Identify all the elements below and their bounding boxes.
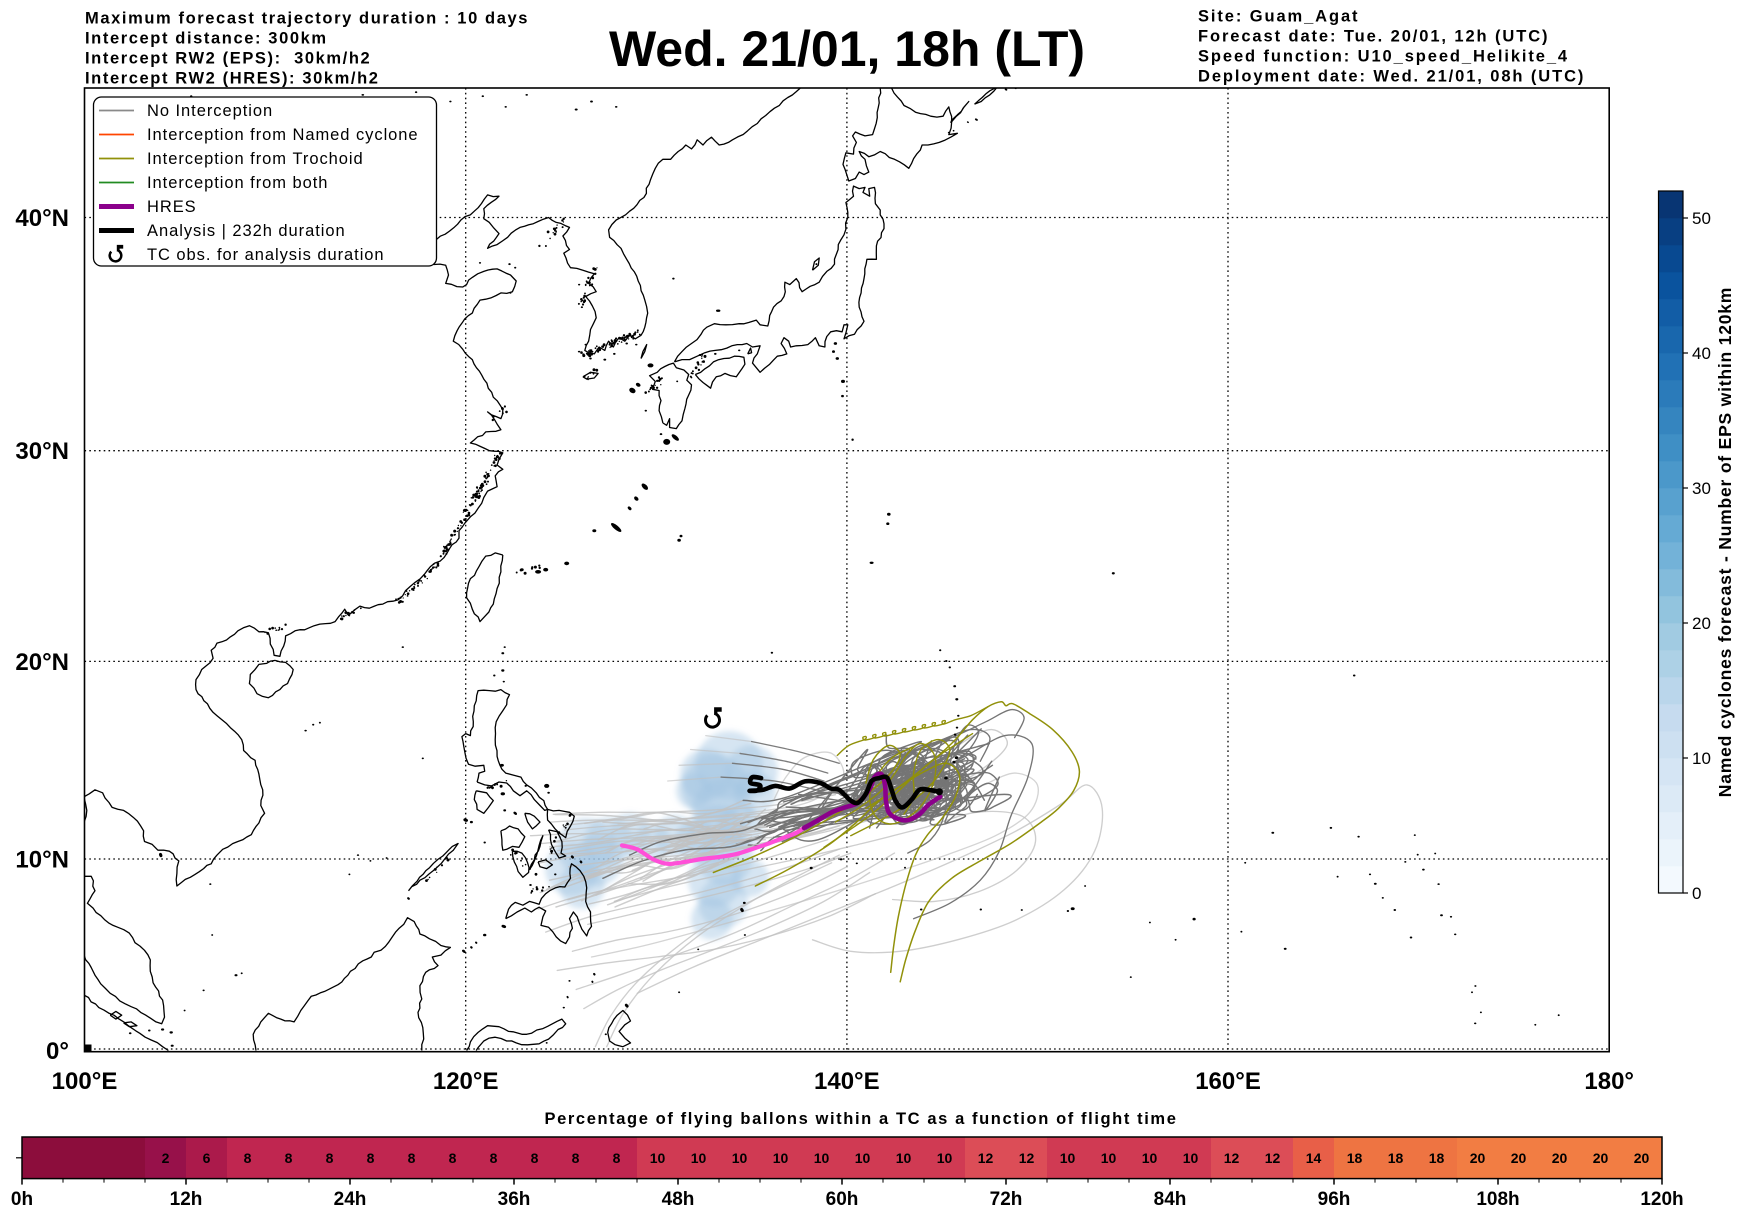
svg-text:12: 12 bbox=[1019, 1150, 1035, 1166]
svg-text:Interception from Named cyclon: Interception from Named cyclone bbox=[147, 126, 419, 144]
svg-text:60h: 60h bbox=[826, 1189, 859, 1210]
svg-text:0h: 0h bbox=[11, 1189, 33, 1210]
svg-text:18: 18 bbox=[1388, 1150, 1404, 1166]
svg-text:10: 10 bbox=[814, 1150, 830, 1166]
svg-text:20°N: 20°N bbox=[15, 649, 69, 676]
svg-text:10: 10 bbox=[1142, 1150, 1158, 1166]
svg-text:0°: 0° bbox=[46, 1038, 69, 1065]
svg-text:Intercept distance: 300km: Intercept distance: 300km bbox=[85, 30, 328, 48]
svg-text:8: 8 bbox=[490, 1150, 498, 1166]
svg-text:8: 8 bbox=[326, 1150, 334, 1166]
svg-text:10: 10 bbox=[855, 1150, 871, 1166]
svg-text:20: 20 bbox=[1470, 1150, 1486, 1166]
svg-text:20: 20 bbox=[1692, 614, 1711, 633]
svg-text:12: 12 bbox=[1224, 1150, 1240, 1166]
svg-text:Deployment date: Wed. 21/01, 0: Deployment date: Wed. 21/01, 08h (UTC) bbox=[1198, 68, 1585, 86]
svg-text:0: 0 bbox=[1692, 884, 1701, 903]
svg-text:18: 18 bbox=[1429, 1150, 1445, 1166]
svg-text:10: 10 bbox=[691, 1150, 707, 1166]
svg-text:140°E: 140°E bbox=[814, 1068, 880, 1095]
svg-text:10: 10 bbox=[1101, 1150, 1117, 1166]
svg-text:30: 30 bbox=[1692, 479, 1711, 498]
svg-text:HRES: HRES bbox=[147, 198, 197, 216]
svg-text:Interception from Trochoid: Interception from Trochoid bbox=[147, 150, 364, 168]
svg-text:20: 20 bbox=[1593, 1150, 1609, 1166]
svg-text:20: 20 bbox=[1511, 1150, 1527, 1166]
svg-text:8: 8 bbox=[449, 1150, 457, 1166]
svg-text:8: 8 bbox=[408, 1150, 416, 1166]
svg-text:8: 8 bbox=[572, 1150, 580, 1166]
svg-text:48h: 48h bbox=[662, 1189, 695, 1210]
svg-text:10: 10 bbox=[1060, 1150, 1076, 1166]
svg-text:8: 8 bbox=[613, 1150, 621, 1166]
svg-text:160°E: 160°E bbox=[1195, 1068, 1261, 1095]
svg-text:Percentage of flying ballons w: Percentage of flying ballons within a TC… bbox=[545, 1110, 1178, 1128]
svg-text:6: 6 bbox=[203, 1150, 211, 1166]
svg-text:30°N: 30°N bbox=[15, 438, 69, 465]
svg-text:72h: 72h bbox=[990, 1189, 1023, 1210]
svg-text:12: 12 bbox=[1265, 1150, 1281, 1166]
svg-text:12h: 12h bbox=[170, 1189, 203, 1210]
svg-text:84h: 84h bbox=[1154, 1189, 1187, 1210]
svg-text:TC obs. for analysis duration: TC obs. for analysis duration bbox=[147, 246, 385, 264]
svg-text:Wed. 21/01, 18h (LT): Wed. 21/01, 18h (LT) bbox=[609, 21, 1085, 77]
svg-text:Analysis | 232h duration: Analysis | 232h duration bbox=[147, 222, 346, 240]
svg-text:8: 8 bbox=[285, 1150, 293, 1166]
svg-text:20: 20 bbox=[1634, 1150, 1650, 1166]
svg-text:10: 10 bbox=[732, 1150, 748, 1166]
svg-text:36h: 36h bbox=[498, 1189, 531, 1210]
svg-text:40: 40 bbox=[1692, 344, 1711, 363]
svg-text:18: 18 bbox=[1347, 1150, 1363, 1166]
svg-text:Speed function: U10_speed_Heli: Speed function: U10_speed_Helikite_4 bbox=[1198, 48, 1569, 66]
svg-text:10: 10 bbox=[1183, 1150, 1199, 1166]
svg-text:10: 10 bbox=[896, 1150, 912, 1166]
svg-text:Named cyclones forecast - Numb: Named cyclones forecast - Number of EPS … bbox=[1715, 287, 1735, 797]
svg-text:8: 8 bbox=[531, 1150, 539, 1166]
svg-text:100°E: 100°E bbox=[52, 1068, 118, 1095]
svg-text:24h: 24h bbox=[334, 1189, 367, 1210]
svg-text:96h: 96h bbox=[1318, 1189, 1351, 1210]
svg-text:Interception from both: Interception from both bbox=[147, 174, 328, 192]
svg-text:Site: Guam_Agat: Site: Guam_Agat bbox=[1198, 8, 1359, 26]
svg-text:Forecast date: Tue. 20/01, 12h: Forecast date: Tue. 20/01, 12h (UTC) bbox=[1198, 28, 1549, 46]
svg-text:14: 14 bbox=[1306, 1150, 1322, 1166]
svg-text:120°E: 120°E bbox=[433, 1068, 499, 1095]
svg-text:50: 50 bbox=[1692, 209, 1711, 228]
svg-text:2: 2 bbox=[162, 1150, 170, 1166]
svg-text:108h: 108h bbox=[1476, 1189, 1519, 1210]
svg-text:180°: 180° bbox=[1584, 1068, 1634, 1095]
svg-text:Maximum forecast trajectory du: Maximum forecast trajectory duration : 1… bbox=[85, 10, 529, 28]
svg-text:Intercept RW2 (EPS): 30km/h2: Intercept RW2 (EPS): 30km/h2 bbox=[85, 50, 371, 68]
svg-text:10: 10 bbox=[1692, 749, 1711, 768]
svg-text:10: 10 bbox=[650, 1150, 666, 1166]
svg-text:120h: 120h bbox=[1640, 1189, 1683, 1210]
svg-text:No Interception: No Interception bbox=[147, 102, 273, 120]
svg-text:10°N: 10°N bbox=[15, 846, 69, 873]
svg-text:8: 8 bbox=[244, 1150, 252, 1166]
svg-text:Intercept RW2 (HRES): 30km/h2: Intercept RW2 (HRES): 30km/h2 bbox=[85, 70, 380, 88]
svg-text:8: 8 bbox=[367, 1150, 375, 1166]
svg-text:12: 12 bbox=[978, 1150, 994, 1166]
svg-text:20: 20 bbox=[1552, 1150, 1568, 1166]
svg-text:40°N: 40°N bbox=[15, 205, 69, 232]
svg-text:10: 10 bbox=[937, 1150, 953, 1166]
svg-text:10: 10 bbox=[773, 1150, 789, 1166]
